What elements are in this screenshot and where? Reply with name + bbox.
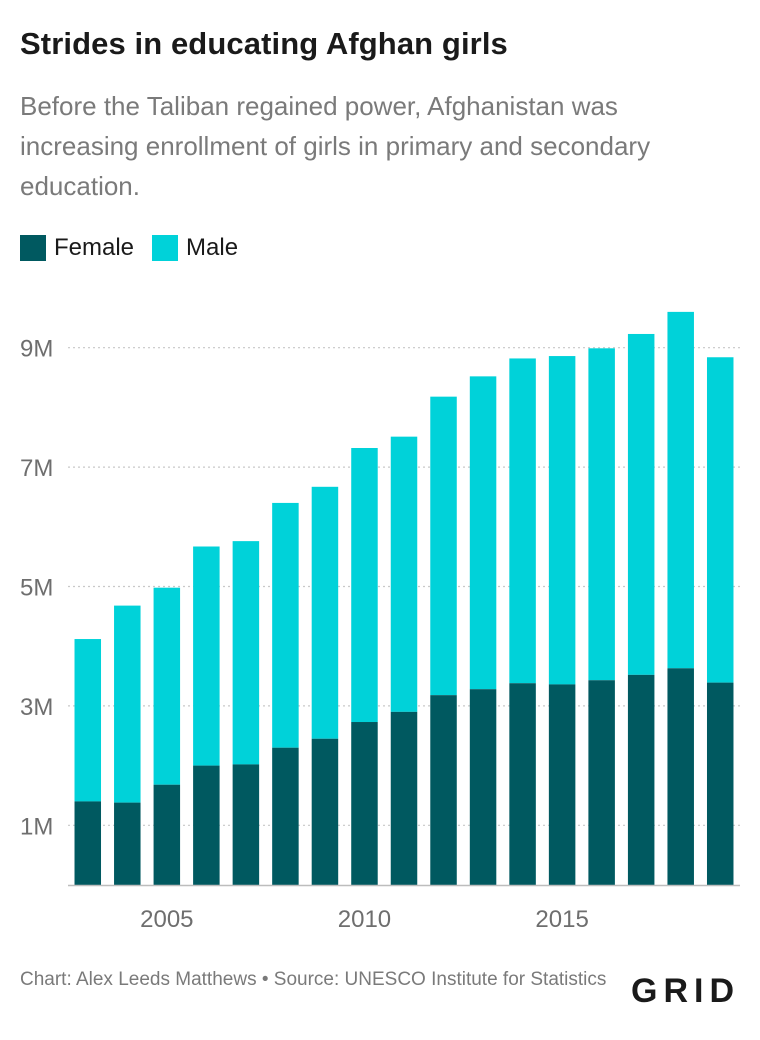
bar-female bbox=[153, 784, 181, 885]
y-tick-label: 7M bbox=[20, 455, 53, 482]
x-tick-label: 2015 bbox=[535, 906, 588, 933]
bar-female bbox=[667, 668, 694, 885]
x-tick-label: 2010 bbox=[338, 906, 391, 933]
bar-female bbox=[351, 722, 378, 885]
bar-female bbox=[390, 711, 418, 885]
bar-male bbox=[469, 376, 497, 690]
bar-male bbox=[311, 486, 339, 739]
grid-logo: GRID bbox=[631, 972, 740, 1010]
bar-male bbox=[706, 357, 734, 683]
legend-label-female: Female bbox=[54, 234, 135, 261]
source-credit: Chart: Alex Leeds Matthews • Source: UNE… bbox=[20, 969, 607, 990]
bar-female bbox=[193, 765, 220, 885]
bar-male bbox=[627, 333, 655, 675]
bar-male bbox=[193, 546, 220, 766]
stacked-bar-chart: 1M 3M 5M 7M 9M 2005 2010 2015 bbox=[20, 311, 740, 933]
bar-female bbox=[430, 695, 457, 885]
bar-female bbox=[627, 674, 655, 885]
legend-item-female: Female bbox=[20, 234, 134, 262]
bar-female bbox=[588, 680, 615, 885]
bar-female bbox=[706, 682, 734, 885]
bar-female bbox=[311, 738, 339, 885]
y-tick-label: 9M bbox=[20, 336, 53, 363]
bar-male bbox=[588, 348, 615, 681]
bar-male bbox=[430, 396, 457, 696]
bar-male bbox=[667, 311, 694, 669]
bar-male bbox=[74, 639, 102, 802]
x-tick-label: 2005 bbox=[140, 906, 193, 933]
y-tick-label: 5M bbox=[20, 575, 53, 602]
bar-female bbox=[272, 747, 299, 885]
bar-male bbox=[390, 436, 418, 712]
y-tick-label: 3M bbox=[20, 694, 53, 721]
bar-male bbox=[232, 541, 260, 765]
legend-swatch-male bbox=[152, 235, 179, 261]
chart-title: Strides in educating Afghan girls bbox=[20, 26, 508, 61]
bar-female bbox=[469, 689, 497, 885]
bar-male bbox=[272, 502, 299, 748]
legend-label-male: Male bbox=[186, 234, 239, 261]
bar-male bbox=[351, 447, 378, 723]
bar-female bbox=[74, 801, 102, 885]
bar-female bbox=[548, 684, 576, 885]
bar-male bbox=[548, 356, 576, 685]
bar-female bbox=[509, 683, 536, 885]
bar-male bbox=[114, 605, 141, 803]
legend-item-male: Male bbox=[152, 234, 238, 262]
y-tick-label: 1M bbox=[20, 813, 53, 840]
bar-female bbox=[114, 802, 141, 885]
legend: Female Male bbox=[20, 234, 256, 262]
bar-male bbox=[509, 358, 536, 684]
legend-swatch-female bbox=[20, 235, 46, 261]
bar-female bbox=[232, 764, 260, 885]
bar-male bbox=[153, 587, 181, 785]
chart-subtitle: Before the Taliban regained power, Afgha… bbox=[20, 91, 651, 201]
